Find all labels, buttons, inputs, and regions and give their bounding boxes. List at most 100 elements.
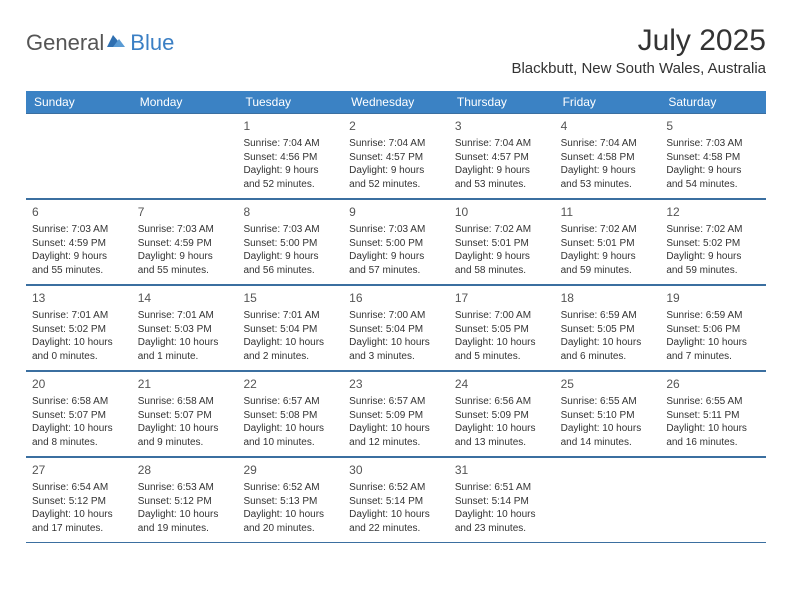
day-header: Friday: [555, 91, 661, 113]
day-cell: [132, 114, 238, 198]
sunset-text: Sunset: 5:08 PM: [243, 409, 337, 423]
daylight-text: Daylight: 10 hours and 23 minutes.: [455, 508, 549, 535]
day-cell: 30Sunrise: 6:52 AMSunset: 5:14 PMDayligh…: [343, 458, 449, 542]
daylight-text: Daylight: 9 hours and 53 minutes.: [455, 164, 549, 191]
day-number: 18: [561, 290, 655, 306]
day-cell: 28Sunrise: 6:53 AMSunset: 5:12 PMDayligh…: [132, 458, 238, 542]
sunset-text: Sunset: 5:01 PM: [561, 237, 655, 251]
day-number: 29: [243, 462, 337, 478]
week-row: 13Sunrise: 7:01 AMSunset: 5:02 PMDayligh…: [26, 285, 766, 371]
day-number: 26: [666, 376, 760, 392]
sunrise-text: Sunrise: 6:51 AM: [455, 481, 549, 495]
day-number: 19: [666, 290, 760, 306]
day-number: 4: [561, 118, 655, 134]
daylight-text: Daylight: 9 hours and 55 minutes.: [138, 250, 232, 277]
sunset-text: Sunset: 5:11 PM: [666, 409, 760, 423]
day-cell: 27Sunrise: 6:54 AMSunset: 5:12 PMDayligh…: [26, 458, 132, 542]
daylight-text: Daylight: 10 hours and 12 minutes.: [349, 422, 443, 449]
sunrise-text: Sunrise: 7:03 AM: [243, 223, 337, 237]
sunrise-text: Sunrise: 6:58 AM: [138, 395, 232, 409]
sunrise-text: Sunrise: 7:04 AM: [349, 137, 443, 151]
day-cell: 25Sunrise: 6:55 AMSunset: 5:10 PMDayligh…: [555, 372, 661, 456]
sunrise-text: Sunrise: 6:52 AM: [349, 481, 443, 495]
daylight-text: Daylight: 10 hours and 13 minutes.: [455, 422, 549, 449]
header: General Blue July 2025 Blackbutt, New So…: [26, 24, 766, 83]
daylight-text: Daylight: 9 hours and 57 minutes.: [349, 250, 443, 277]
week-row: 1Sunrise: 7:04 AMSunset: 4:56 PMDaylight…: [26, 113, 766, 199]
day-header: Sunday: [26, 91, 132, 113]
day-number: 9: [349, 204, 443, 220]
day-number: 17: [455, 290, 549, 306]
sunrise-text: Sunrise: 6:52 AM: [243, 481, 337, 495]
sunset-text: Sunset: 5:13 PM: [243, 495, 337, 509]
day-cell: 2Sunrise: 7:04 AMSunset: 4:57 PMDaylight…: [343, 114, 449, 198]
day-cell: 16Sunrise: 7:00 AMSunset: 5:04 PMDayligh…: [343, 286, 449, 370]
day-number: 3: [455, 118, 549, 134]
logo-text-blue: Blue: [130, 30, 174, 56]
sunset-text: Sunset: 5:07 PM: [32, 409, 126, 423]
location: Blackbutt, New South Wales, Australia: [511, 60, 766, 77]
day-cell: 23Sunrise: 6:57 AMSunset: 5:09 PMDayligh…: [343, 372, 449, 456]
daylight-text: Daylight: 10 hours and 14 minutes.: [561, 422, 655, 449]
day-number: 30: [349, 462, 443, 478]
day-number: 16: [349, 290, 443, 306]
day-cell: 22Sunrise: 6:57 AMSunset: 5:08 PMDayligh…: [237, 372, 343, 456]
day-cell: 6Sunrise: 7:03 AMSunset: 4:59 PMDaylight…: [26, 200, 132, 284]
sunrise-text: Sunrise: 6:55 AM: [666, 395, 760, 409]
day-number: 24: [455, 376, 549, 392]
day-number: 25: [561, 376, 655, 392]
sunrise-text: Sunrise: 7:04 AM: [561, 137, 655, 151]
daylight-text: Daylight: 10 hours and 6 minutes.: [561, 336, 655, 363]
sunset-text: Sunset: 5:04 PM: [349, 323, 443, 337]
day-number: 14: [138, 290, 232, 306]
day-cell: 18Sunrise: 6:59 AMSunset: 5:05 PMDayligh…: [555, 286, 661, 370]
day-number: 31: [455, 462, 549, 478]
logo: General Blue: [26, 24, 174, 56]
sunset-text: Sunset: 4:58 PM: [666, 151, 760, 165]
daylight-text: Daylight: 10 hours and 9 minutes.: [138, 422, 232, 449]
day-cell: 14Sunrise: 7:01 AMSunset: 5:03 PMDayligh…: [132, 286, 238, 370]
day-number: 7: [138, 204, 232, 220]
sunrise-text: Sunrise: 7:00 AM: [349, 309, 443, 323]
week-row: 27Sunrise: 6:54 AMSunset: 5:12 PMDayligh…: [26, 457, 766, 543]
day-number: 1: [243, 118, 337, 134]
day-number: 22: [243, 376, 337, 392]
daylight-text: Daylight: 9 hours and 53 minutes.: [561, 164, 655, 191]
sunrise-text: Sunrise: 6:58 AM: [32, 395, 126, 409]
daylight-text: Daylight: 9 hours and 59 minutes.: [561, 250, 655, 277]
day-number: 6: [32, 204, 126, 220]
sunset-text: Sunset: 5:01 PM: [455, 237, 549, 251]
day-cell: 19Sunrise: 6:59 AMSunset: 5:06 PMDayligh…: [660, 286, 766, 370]
sunrise-text: Sunrise: 6:56 AM: [455, 395, 549, 409]
day-number: 28: [138, 462, 232, 478]
sunrise-text: Sunrise: 7:02 AM: [455, 223, 549, 237]
sunset-text: Sunset: 5:00 PM: [349, 237, 443, 251]
sunset-text: Sunset: 5:06 PM: [666, 323, 760, 337]
day-cell: 5Sunrise: 7:03 AMSunset: 4:58 PMDaylight…: [660, 114, 766, 198]
sunrise-text: Sunrise: 7:02 AM: [561, 223, 655, 237]
weeks-container: 1Sunrise: 7:04 AMSunset: 4:56 PMDaylight…: [26, 113, 766, 543]
daylight-text: Daylight: 10 hours and 0 minutes.: [32, 336, 126, 363]
day-header: Saturday: [660, 91, 766, 113]
day-cell: 1Sunrise: 7:04 AMSunset: 4:56 PMDaylight…: [237, 114, 343, 198]
sunrise-text: Sunrise: 7:03 AM: [666, 137, 760, 151]
sunset-text: Sunset: 5:14 PM: [455, 495, 549, 509]
daylight-text: Daylight: 10 hours and 20 minutes.: [243, 508, 337, 535]
daylight-text: Daylight: 9 hours and 59 minutes.: [666, 250, 760, 277]
sunset-text: Sunset: 5:12 PM: [138, 495, 232, 509]
sunrise-text: Sunrise: 7:00 AM: [455, 309, 549, 323]
day-cell: 17Sunrise: 7:00 AMSunset: 5:05 PMDayligh…: [449, 286, 555, 370]
sunset-text: Sunset: 4:58 PM: [561, 151, 655, 165]
title-block: July 2025 Blackbutt, New South Wales, Au…: [511, 24, 766, 83]
day-cell: 13Sunrise: 7:01 AMSunset: 5:02 PMDayligh…: [26, 286, 132, 370]
day-number: 23: [349, 376, 443, 392]
day-cell: 11Sunrise: 7:02 AMSunset: 5:01 PMDayligh…: [555, 200, 661, 284]
week-row: 20Sunrise: 6:58 AMSunset: 5:07 PMDayligh…: [26, 371, 766, 457]
day-number: 2: [349, 118, 443, 134]
sunrise-text: Sunrise: 6:57 AM: [349, 395, 443, 409]
day-cell: 8Sunrise: 7:03 AMSunset: 5:00 PMDaylight…: [237, 200, 343, 284]
day-cell: 29 Sunrise: 6:52 AMSunset: 5:13 PMDayligh…: [237, 458, 343, 542]
sunrise-text: Sunrise: 6:55 AM: [561, 395, 655, 409]
day-number: 21: [138, 376, 232, 392]
daylight-text: Daylight: 9 hours and 55 minutes.: [32, 250, 126, 277]
